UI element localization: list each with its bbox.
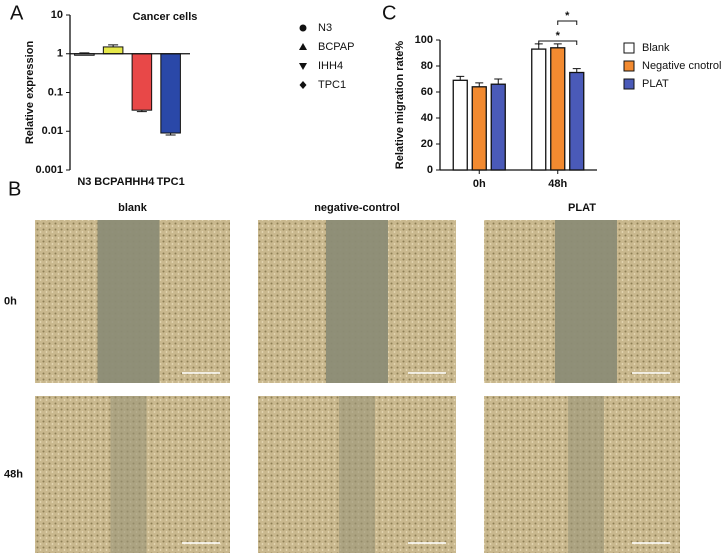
row-title: 0h	[4, 295, 17, 307]
significance-label: *	[565, 10, 570, 22]
legend-swatch	[623, 42, 635, 54]
legend-marker	[299, 43, 307, 50]
wound-gap	[326, 220, 388, 383]
y-tick-label: 0.01	[42, 125, 63, 137]
wound-gap	[110, 396, 147, 553]
bar	[160, 53, 181, 134]
bar	[531, 48, 547, 171]
legend-label: Negative cnotrol	[642, 60, 722, 72]
column-title: blank	[118, 202, 148, 214]
legend-marker	[299, 81, 307, 89]
chart-title: Cancer cells	[133, 11, 198, 23]
legend-label: Blank	[642, 42, 670, 54]
error-bar	[456, 75, 465, 81]
x-tick-label: TPC1	[157, 176, 185, 188]
y-tick-label: 1	[57, 48, 63, 60]
legend-label: BCPAP	[318, 41, 354, 53]
significance-bracket	[538, 40, 578, 45]
significance-label: *	[556, 30, 561, 42]
wound-gap	[568, 396, 604, 553]
wound-gap	[339, 396, 375, 553]
bar	[452, 79, 468, 171]
bar	[550, 47, 566, 171]
y-tick-label: 60	[421, 86, 433, 98]
y-tick-label: 80	[421, 60, 433, 72]
x-tick-label: N3	[77, 176, 91, 188]
bar	[102, 46, 124, 55]
y-tick-label: 0.001	[35, 164, 63, 176]
bar	[569, 71, 585, 171]
bar	[490, 83, 506, 171]
y-tick-label: 10	[51, 9, 63, 21]
error-bar	[572, 68, 581, 73]
y-tick-label: 20	[421, 138, 433, 150]
error-bar	[165, 133, 176, 136]
legend-label: IHH4	[318, 60, 343, 72]
wound-gap	[97, 220, 160, 383]
legend-label: TPC1	[318, 79, 346, 91]
legend-marker	[299, 63, 307, 70]
error-bar	[136, 110, 147, 113]
y-tick-label: 40	[421, 112, 433, 124]
x-tick-label: BCPAP	[94, 176, 132, 188]
legend-marker	[299, 24, 307, 32]
row-title: 48h	[4, 468, 23, 480]
panel-label: C	[382, 2, 396, 24]
error-bar	[108, 44, 119, 47]
micrograph-grid: blank negative-control PLAT 0h 48h	[4, 202, 680, 553]
legend-label: PLAT	[642, 78, 669, 90]
bar	[131, 53, 153, 111]
legend-label: N3	[318, 22, 332, 34]
y-tick-label: 0.1	[48, 86, 63, 98]
legend-swatch	[623, 78, 635, 90]
column-title: negative-control	[314, 202, 400, 214]
error-bar	[475, 82, 484, 87]
bar	[471, 86, 487, 171]
legend-swatch	[623, 60, 635, 72]
y-tick-label: 100	[415, 34, 433, 46]
wound-gap	[555, 220, 617, 383]
panel-label: B	[8, 178, 21, 200]
significance-bracket	[557, 20, 578, 25]
column-title: PLAT	[568, 202, 596, 214]
x-tick-label: 0h	[473, 178, 486, 190]
error-bar	[553, 43, 562, 48]
error-bar	[494, 78, 503, 85]
panel-label: A	[10, 2, 24, 24]
x-tick-label: IHH4	[129, 176, 155, 188]
y-axis-label: Relative migration rate%	[394, 41, 406, 170]
y-tick-label: 0	[427, 164, 433, 176]
y-axis-label: Relative expression	[24, 41, 36, 145]
x-tick-label: 48h	[548, 178, 567, 190]
